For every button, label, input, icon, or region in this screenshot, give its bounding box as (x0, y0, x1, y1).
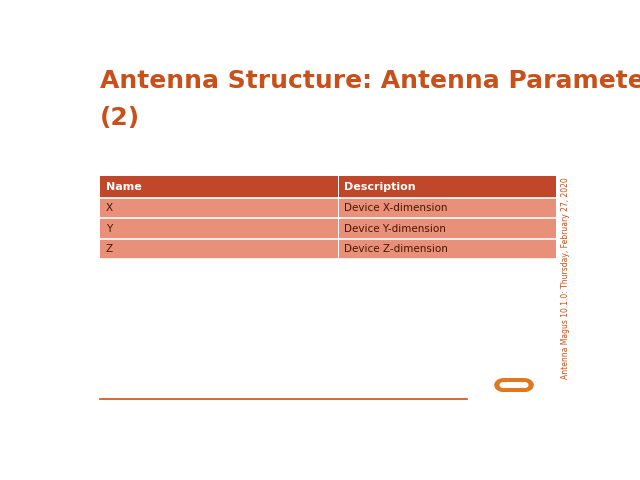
Text: Device Y-dimension: Device Y-dimension (344, 224, 445, 234)
Bar (100, 176, 556, 198)
Text: Description: Description (344, 182, 415, 192)
Text: Device X-dimension: Device X-dimension (344, 203, 447, 213)
Text: Device Z-dimension: Device Z-dimension (344, 244, 448, 254)
Polygon shape (499, 382, 508, 388)
Bar (100, 239, 556, 259)
Text: Z: Z (106, 244, 113, 254)
Polygon shape (520, 382, 529, 388)
Polygon shape (494, 378, 513, 392)
Bar (100, 218, 556, 239)
Text: Antenna Structure: Antenna Parameters: Antenna Structure: Antenna Parameters (100, 69, 640, 93)
Text: X: X (106, 203, 113, 213)
Bar (505, 378, 523, 392)
Text: Y: Y (106, 224, 112, 234)
Bar (506, 382, 522, 388)
Text: Name: Name (106, 182, 141, 192)
Text: Antenna Magus 10.1.0: Thursday, February 27, 2020: Antenna Magus 10.1.0: Thursday, February… (561, 178, 570, 379)
Text: (2): (2) (100, 106, 140, 130)
Polygon shape (515, 378, 534, 392)
Bar (100, 198, 556, 218)
